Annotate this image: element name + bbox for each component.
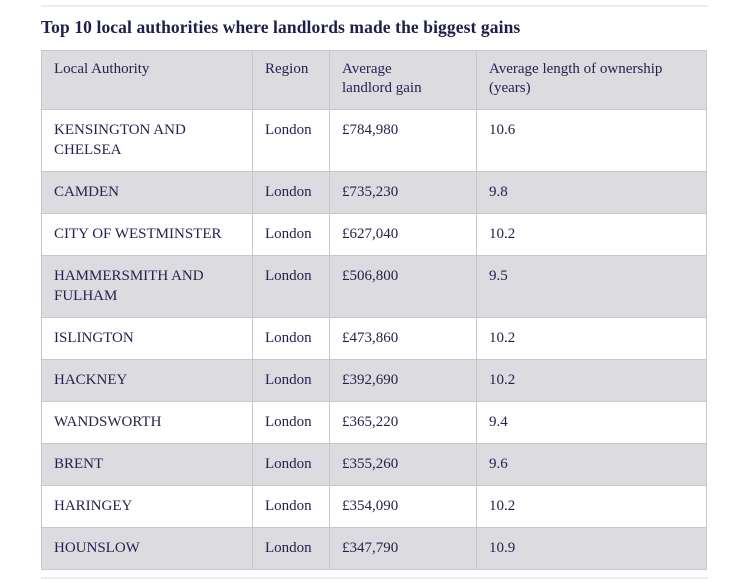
cell-authority: BRENT — [41, 443, 253, 486]
cell-gain: £347,790 — [329, 527, 477, 570]
cell-gain: £355,260 — [329, 443, 477, 486]
cell-ownership: 10.2 — [476, 213, 707, 256]
table-row: HARINGEY London £354,090 10.2 — [41, 485, 707, 528]
cell-region: London — [252, 255, 330, 318]
gains-table: Local Authority Region Average landlord … — [41, 50, 707, 570]
cell-authority: HOUNSLOW — [41, 527, 253, 570]
header-region: Region — [252, 50, 330, 110]
table-header: Local Authority Region Average landlord … — [41, 50, 707, 110]
cell-ownership: 9.5 — [476, 255, 707, 318]
cell-authority: HACKNEY — [41, 359, 253, 402]
cell-region: London — [252, 109, 330, 172]
cell-ownership: 10.6 — [476, 109, 707, 172]
cell-authority: CAMDEN — [41, 171, 253, 214]
table-row: HACKNEY London £392,690 10.2 — [41, 359, 707, 402]
cell-authority: KENSINGTON AND CHELSEA — [41, 109, 253, 172]
cell-ownership: 10.9 — [476, 527, 707, 570]
cell-ownership: 9.6 — [476, 443, 707, 486]
header-average-gain: Average landlord gain — [329, 50, 477, 110]
header-ownership-length-label: Average length of ownership (years) — [489, 61, 663, 96]
cell-ownership: 10.2 — [476, 317, 707, 360]
cell-region: London — [252, 527, 330, 570]
table-row: HAMMERSMITH AND FULHAM London £506,800 9.5 — [41, 255, 707, 318]
cell-region: London — [252, 171, 330, 214]
cell-gain: £784,980 — [329, 109, 477, 172]
cell-ownership: 9.4 — [476, 401, 707, 444]
table-row: KENSINGTON AND CHELSEA London £784,980 10.6 — [41, 109, 707, 172]
cell-ownership: 10.2 — [476, 359, 707, 402]
cell-region: London — [252, 359, 330, 402]
cell-region: London — [252, 213, 330, 256]
top-rule — [41, 5, 708, 7]
table-row: CITY OF WESTMINSTER London £627,040 10.2 — [41, 213, 707, 256]
cell-gain: £354,090 — [329, 485, 477, 528]
cell-gain: £365,220 — [329, 401, 477, 444]
table-body: KENSINGTON AND CHELSEA London £784,980 10.6… — [41, 109, 707, 570]
cell-ownership: 10.2 — [476, 485, 707, 528]
header-ownership-length: Average length of ownership (years) — [476, 50, 707, 110]
table-row: CAMDEN London £735,230 9.8 — [41, 171, 707, 214]
article-table-figure: Top 10 local authorities where landlords… — [0, 5, 751, 579]
cell-gain: £392,690 — [329, 359, 477, 402]
header-local-authority: Local Authority — [41, 50, 253, 110]
cell-authority: WANDSWORTH — [41, 401, 253, 444]
table-row: BRENT London £355,260 9.6 — [41, 443, 707, 486]
table-row: HOUNSLOW London £347,790 10.9 — [41, 527, 707, 570]
cell-authority: CITY OF WESTMINSTER — [41, 213, 253, 256]
cell-authority: ISLINGTON — [41, 317, 253, 360]
cell-gain: £735,230 — [329, 171, 477, 214]
cell-authority: HAMMERSMITH AND FULHAM — [41, 255, 253, 318]
cell-gain: £627,040 — [329, 213, 477, 256]
cell-ownership: 9.8 — [476, 171, 707, 214]
header-row: Local Authority Region Average landlord … — [41, 50, 707, 110]
cell-authority: HARINGEY — [41, 485, 253, 528]
table-row: ISLINGTON London £473,860 10.2 — [41, 317, 707, 360]
cell-region: London — [252, 485, 330, 528]
cell-region: London — [252, 317, 330, 360]
header-region-label: Region — [265, 61, 309, 77]
cell-gain: £506,800 — [329, 255, 477, 318]
cell-region: London — [252, 443, 330, 486]
table-row: WANDSWORTH London £365,220 9.4 — [41, 401, 707, 444]
header-average-gain-label: Average landlord gain — [342, 61, 422, 96]
header-local-authority-label: Local Authority — [54, 61, 150, 77]
cell-gain: £473,860 — [329, 317, 477, 360]
cell-region: London — [252, 401, 330, 444]
table-title: Top 10 local authorities where landlords… — [41, 17, 521, 37]
